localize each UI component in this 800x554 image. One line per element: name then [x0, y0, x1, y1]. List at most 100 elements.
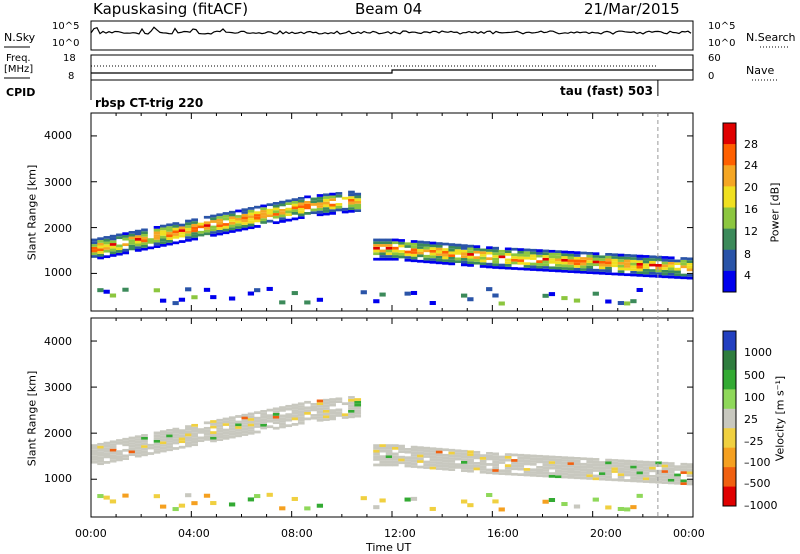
power-cell — [636, 271, 644, 274]
velocity-cell — [630, 505, 637, 510]
power-cell — [285, 199, 293, 203]
velocity-cell — [674, 481, 681, 485]
velocity-cell — [561, 467, 568, 471]
velocity-cell — [329, 400, 336, 404]
power-cell — [398, 252, 405, 256]
velocity-cell — [630, 473, 637, 477]
velocity-cell — [254, 422, 261, 426]
power-cell — [661, 264, 669, 268]
power-cell — [580, 259, 587, 263]
power-cell — [159, 238, 167, 242]
velocity-cell — [279, 425, 286, 429]
power-cell — [435, 255, 443, 259]
power-cell — [636, 287, 643, 292]
velocity-cell — [680, 468, 688, 472]
velocity-cell — [329, 398, 336, 401]
power-cell — [492, 246, 500, 250]
velocity-cell — [172, 427, 180, 431]
velocity-cell — [661, 481, 669, 484]
velocity-cell — [291, 411, 299, 415]
velocity-cell — [649, 480, 656, 484]
velocity-colorbar-swatch — [723, 350, 736, 371]
power-cell — [473, 259, 481, 262]
power-cell — [247, 212, 255, 216]
velocity-cell — [592, 466, 600, 470]
velocity-cell — [555, 458, 562, 462]
velocity-cell — [360, 496, 367, 501]
power-cell — [398, 244, 405, 248]
velocity-cell — [423, 460, 431, 464]
power-cell — [392, 249, 399, 253]
velocity-cell — [266, 492, 273, 497]
power-cell — [611, 272, 619, 276]
power-cell — [442, 248, 449, 251]
power-cell — [335, 203, 343, 206]
velocity-cell — [348, 398, 355, 402]
velocity-cell — [166, 448, 173, 452]
power-cell — [435, 253, 443, 256]
power-cell — [116, 244, 123, 248]
velocity-cell — [611, 461, 619, 465]
power-cell — [636, 257, 644, 261]
power-cell — [636, 268, 644, 272]
power-cell — [667, 261, 675, 265]
velocity-cell — [147, 443, 155, 447]
power-cell — [661, 272, 669, 276]
velocity-cell — [630, 465, 637, 469]
velocity-cell — [116, 458, 123, 462]
velocity-cell — [586, 471, 594, 475]
velocity-cell — [511, 459, 518, 462]
velocity-cell — [128, 447, 136, 451]
power-cell — [504, 264, 512, 267]
velocity-cell — [141, 439, 148, 443]
power-cell — [385, 246, 393, 250]
power-cell — [555, 255, 562, 259]
velocity-cell — [279, 420, 286, 423]
power-cell — [185, 225, 192, 228]
velocity-cell — [109, 440, 117, 444]
velocity-cell — [379, 463, 387, 467]
power-cell — [573, 270, 581, 274]
velocity-cell — [580, 457, 587, 461]
velocity-cell — [392, 455, 399, 459]
velocity-cell — [642, 466, 650, 470]
velocity-cell — [373, 452, 380, 456]
velocity-cell — [266, 417, 274, 420]
velocity-cell — [103, 441, 111, 445]
power-cell — [467, 247, 474, 251]
power-cell — [561, 269, 568, 273]
velocity-cell — [172, 430, 180, 434]
power-cell — [329, 192, 336, 196]
velocity-cell — [153, 439, 161, 443]
power-colorbar-swatch — [723, 270, 736, 293]
velocity-cell — [423, 455, 431, 458]
velocity-cell — [492, 452, 500, 456]
power-cell — [661, 275, 669, 279]
velocity-cell — [542, 455, 550, 459]
power-cell — [498, 263, 506, 267]
velocity-cell — [260, 412, 267, 416]
power-cell — [592, 255, 600, 258]
velocity-cell — [624, 473, 631, 477]
power-cell — [504, 253, 512, 256]
velocity-cell — [529, 473, 537, 477]
velocity-cell — [592, 497, 599, 502]
velocity-cell — [498, 469, 506, 473]
power-cb-tick-28: 28 — [744, 138, 758, 151]
power-cell — [617, 272, 625, 276]
velocity-cell — [680, 471, 688, 474]
power-cell — [354, 203, 362, 207]
velocity-cell — [103, 447, 111, 450]
velocity-cell — [417, 465, 424, 469]
power-cell — [649, 258, 656, 261]
velocity-cell — [448, 454, 456, 458]
power-cell — [454, 251, 462, 255]
velocity-cell — [122, 448, 130, 452]
power-cell — [642, 260, 650, 264]
power-cell — [185, 233, 192, 237]
power-cell — [335, 205, 343, 209]
velocity-cell — [91, 458, 98, 461]
power-cell — [272, 207, 280, 211]
power-cell — [373, 252, 380, 256]
velocity-cell — [316, 399, 324, 403]
